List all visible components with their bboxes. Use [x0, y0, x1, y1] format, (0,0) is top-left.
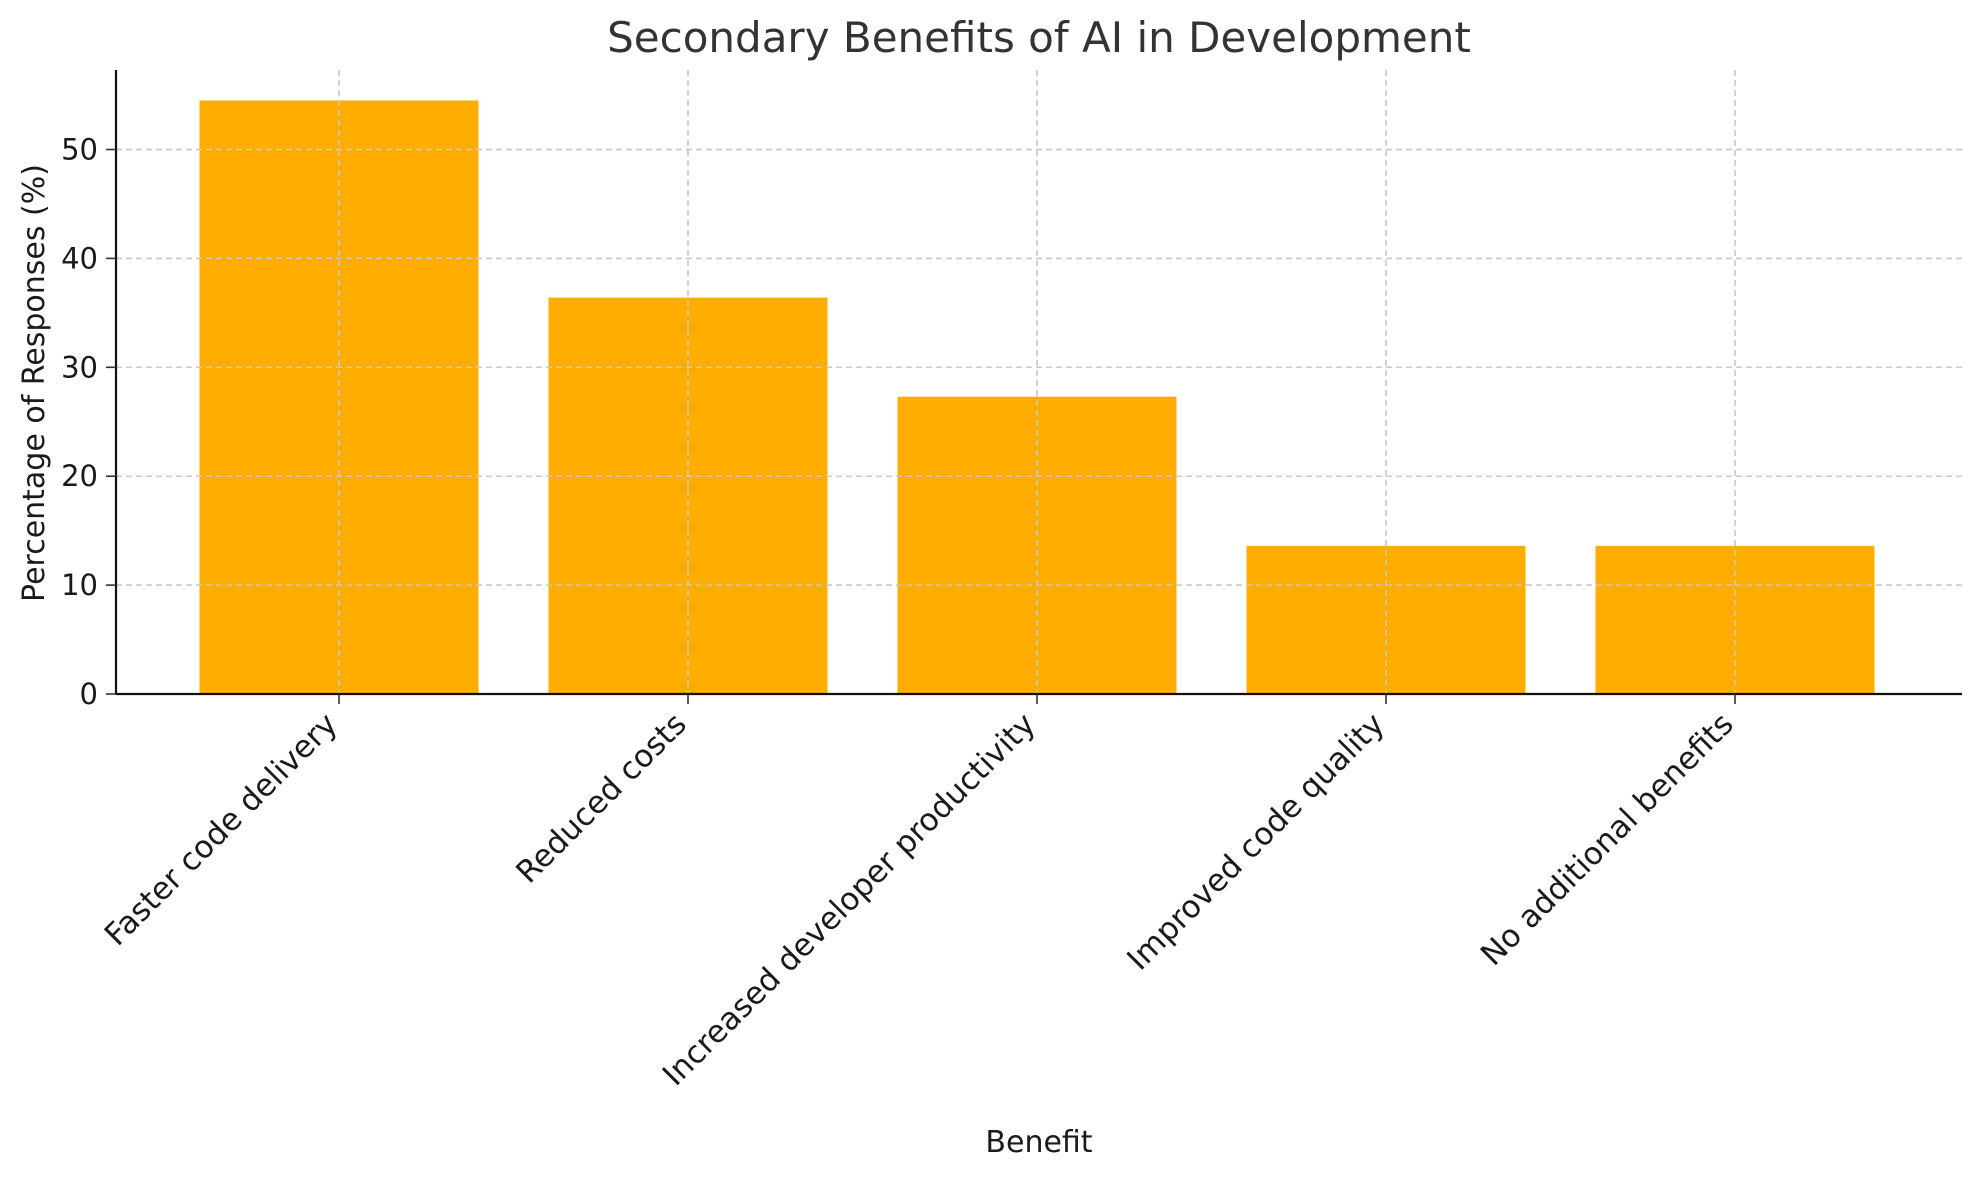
x-tick-layer: Faster code delivery Reduced costsIncreas… — [98, 694, 1741, 1093]
axis-layer — [114, 70, 1962, 696]
y-tick-layer: 0 10 20 30 40 50 — [61, 132, 116, 711]
y-tick-label: 30 — [61, 350, 98, 384]
y-tick-label: 10 — [61, 568, 98, 602]
x-tick-label: Improved code quality — [1120, 706, 1391, 977]
y-tick-label: 50 — [61, 132, 98, 166]
x-tick-label: No additional benefits — [1474, 706, 1741, 973]
y-tick-label: 0 — [80, 677, 98, 711]
bar-layer — [116, 70, 1962, 695]
chart-title: Secondary Benefits of AI in Development — [607, 13, 1471, 62]
y-tick-label: 20 — [61, 459, 98, 493]
y-tick-label: 40 — [61, 241, 98, 275]
x-tick-label: Reduced costs — [509, 706, 693, 890]
x-tick-label: Faster code delivery — [98, 706, 345, 953]
y-axis-title: Percentage of Responses (%) — [17, 164, 52, 602]
x-tick-label: Increased developer productivity — [656, 706, 1043, 1093]
x-axis-title: Benefit — [985, 1125, 1092, 1160]
